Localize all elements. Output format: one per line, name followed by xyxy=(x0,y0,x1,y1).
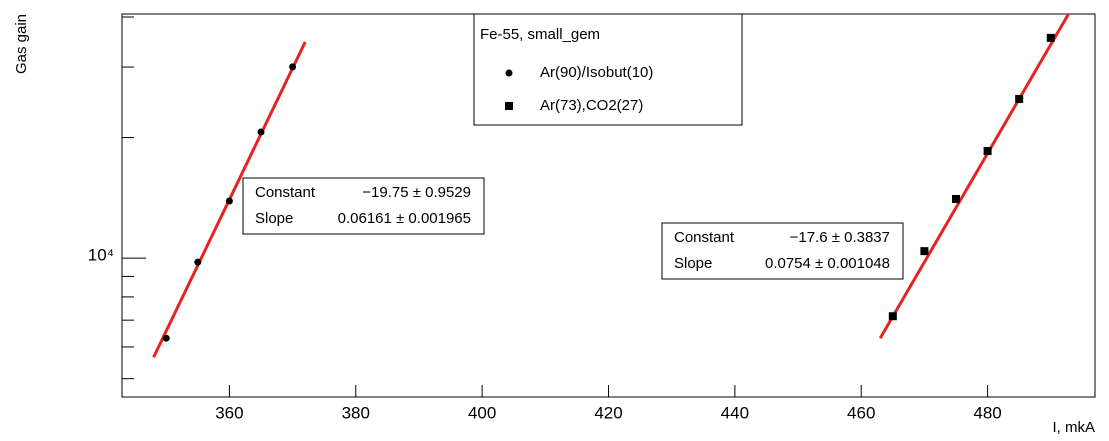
stats-label: Constant xyxy=(255,184,316,201)
stats-value: 0.06161 ± 0.001965 xyxy=(338,210,471,227)
square-marker xyxy=(983,147,992,156)
y-axis-title: Gas gain xyxy=(13,14,30,74)
x-tick-label: 380 xyxy=(342,403,370,422)
square-marker xyxy=(888,312,897,321)
x-tick-label: 420 xyxy=(594,403,622,422)
stats-value: 0.0754 ± 0.001048 xyxy=(765,255,890,272)
stats-label: Slope xyxy=(255,210,293,227)
x-tick-label: 400 xyxy=(468,403,496,422)
legend-label: Ar(90)/Isobut(10) xyxy=(540,64,653,81)
stats-box xyxy=(242,177,485,235)
legend-title: Fe-55, small_gem xyxy=(480,26,600,43)
stats-value: −19.75 ± 0.9529 xyxy=(362,184,471,201)
stats-label: Slope xyxy=(674,255,712,272)
x-axis-title: I, mkA xyxy=(1052,419,1095,436)
square-marker xyxy=(505,102,513,110)
x-tick-label: 440 xyxy=(721,403,749,422)
x-tick-label: 460 xyxy=(847,403,875,422)
x-tick-label: 360 xyxy=(215,403,243,422)
stats-box xyxy=(661,222,904,280)
fit-line xyxy=(878,14,1071,339)
square-marker xyxy=(952,194,960,203)
circle-marker xyxy=(257,128,265,136)
x-tick-label: 480 xyxy=(973,403,1001,422)
circle-marker xyxy=(162,334,170,342)
legend-label: Ar(73),CO2(27) xyxy=(540,97,643,114)
stats-value: −17.6 ± 0.3837 xyxy=(790,229,890,246)
stats-label: Constant xyxy=(674,229,735,246)
square-marker xyxy=(1046,33,1055,42)
legend-box xyxy=(473,13,743,126)
plot-area xyxy=(152,14,1071,358)
circle-marker xyxy=(505,69,513,77)
circle-marker xyxy=(225,197,233,205)
circle-marker xyxy=(194,258,202,266)
square-marker xyxy=(920,247,929,256)
square-marker xyxy=(1015,94,1024,103)
circle-marker xyxy=(289,63,297,71)
y-tick-label: 10⁴ xyxy=(88,246,114,265)
